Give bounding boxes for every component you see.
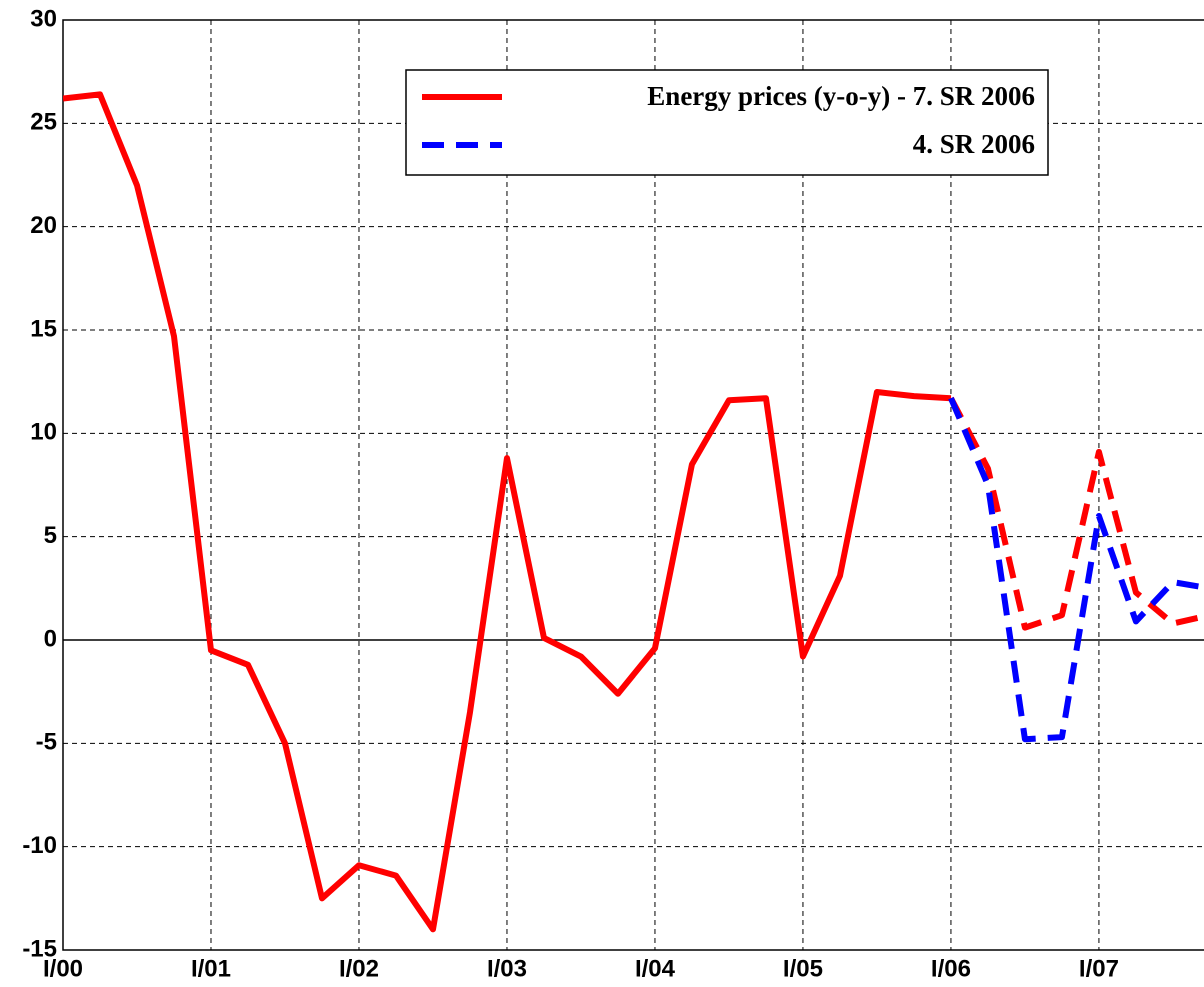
y-tick-label: 15 [30,315,57,342]
legend-box [405,69,1049,176]
x-tick-label: I/07 [1079,955,1119,982]
y-tick-label: -15 [22,935,57,962]
lines-layer [63,91,1204,933]
y-tick-label: 30 [30,5,57,32]
y-tick-label: 10 [30,419,57,446]
x-tick-label: I/02 [339,955,379,982]
plot-frame [62,19,1204,951]
y-tick-label: 5 [44,522,57,549]
legend-label: 4. SR 2006 [913,129,1035,159]
labels-layer: -15 -10 -5 0 5 10 15 20 25 30 I/00 I/01 I/02 I/03 I/04… [22,5,1119,982]
forecast-line [948,396,1204,631]
forecast-line [948,397,1204,743]
x-tick-label: I/03 [487,955,527,982]
x-tick-label: I/04 [635,955,676,982]
series-line [63,91,952,933]
y-tick-label: 20 [30,212,57,239]
x-tick-label: I/05 [783,955,823,982]
y-tick-label: 25 [30,109,57,136]
x-tick-label: I/06 [931,955,971,982]
x-tick-label: I/00 [43,955,83,982]
legend-label: Energy prices (y-o-y) - 7. SR 2006 [647,81,1035,111]
x-tick-label: I/01 [191,955,231,982]
y-tick-label: -5 [36,729,57,756]
y-tick-label: 0 [44,625,57,652]
y-tick-label: -10 [22,832,57,859]
